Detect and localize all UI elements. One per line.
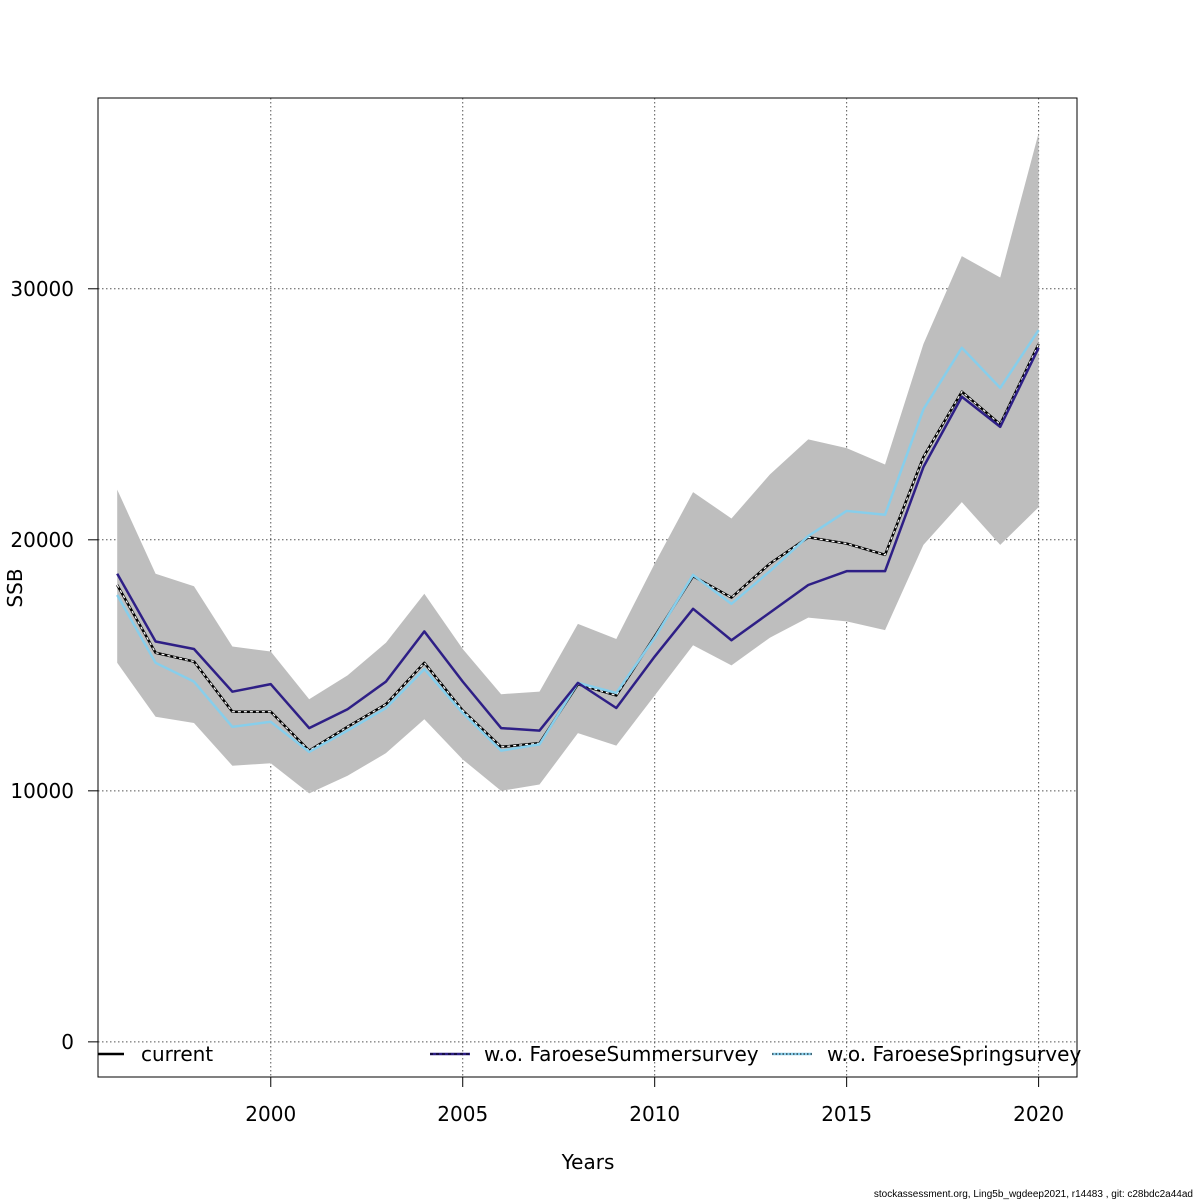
x-tick-label: 2010	[629, 1102, 680, 1126]
x-axis-title: Years	[561, 1150, 615, 1174]
legend-label-w-o-faroesesummersurvey: w.o. FaroeseSummersurvey	[484, 1042, 759, 1066]
x-tick-label: 2005	[437, 1102, 488, 1126]
y-tick-label: 30000	[10, 277, 74, 301]
y-tick-label: 10000	[10, 779, 74, 803]
x-tick-label: 2000	[245, 1102, 296, 1126]
x-tick-label: 2020	[1013, 1102, 1064, 1126]
x-tick-label: 2015	[821, 1102, 872, 1126]
series-line-w-o-faroesesummersurvey	[116, 347, 1040, 732]
confidence-band-group	[117, 133, 1039, 794]
plot-frame	[97, 97, 1078, 1078]
legend: current w.o. FaroeseSummersurvey w.o. Faro…	[98, 1042, 1081, 1066]
y-tick-label: 20000	[10, 528, 74, 552]
confidence-band	[117, 133, 1039, 794]
legend-label-current: current	[141, 1042, 213, 1066]
legend-label-w-o-faroesespringsurvey: w.o. FaroeseSpringsurvey	[827, 1042, 1081, 1066]
y-tick-label: 0	[61, 1030, 74, 1054]
y-axis-ticks: 0 10000 20000 30000	[10, 277, 98, 1054]
y-axis-title: SSB	[3, 568, 27, 607]
x-axis-ticks: 2000 2005 2010 2015 2020	[245, 1077, 1064, 1126]
series-lines-group	[116, 329, 1040, 754]
footer-source: stockassessment.org, Ling5b_wgdeep2021, …	[874, 1189, 1193, 1200]
